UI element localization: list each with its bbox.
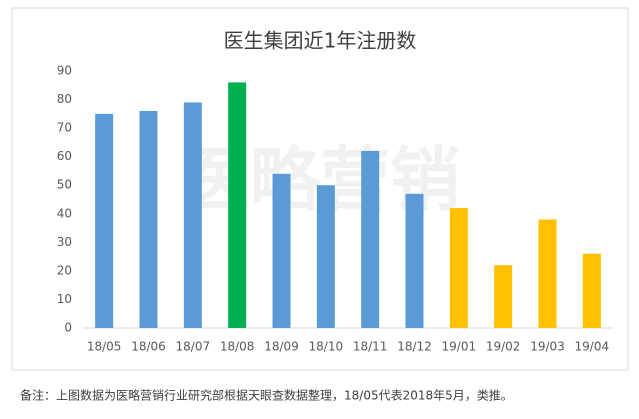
x-tick-label: 18/09: [264, 340, 299, 354]
bar: [494, 265, 513, 328]
x-tick-label: 19/03: [530, 340, 565, 354]
x-tick-label: 19/04: [575, 340, 610, 354]
bar: [183, 102, 202, 329]
y-tick-label: 20: [57, 263, 72, 277]
x-tick-label: 18/06: [131, 340, 166, 354]
y-tick-label: 90: [57, 64, 72, 78]
x-tick-label: 18/05: [87, 340, 122, 354]
y-tick-label: 60: [57, 149, 72, 163]
bar: [95, 113, 114, 328]
bar: [361, 150, 380, 328]
bar: [538, 219, 557, 328]
x-tick-label: 18/12: [397, 340, 432, 354]
y-tick-label: 30: [57, 235, 72, 249]
bar: [582, 253, 601, 328]
x-tick-label: 18/07: [176, 340, 211, 354]
x-tick-label: 18/10: [309, 340, 344, 354]
y-tick-label: 10: [57, 292, 72, 306]
y-tick-label: 70: [57, 121, 72, 135]
x-tick-label: 19/01: [442, 340, 477, 354]
footnote: 备注：上图数据为医略营销行业研究部根据天眼查数据整理，18/05代表2018年5…: [20, 388, 513, 403]
y-tick-label: 80: [57, 92, 72, 106]
bar: [449, 208, 468, 328]
x-tick-label: 18/11: [353, 340, 388, 354]
bar: [139, 110, 158, 328]
bar: [272, 173, 291, 328]
bar: [316, 185, 335, 328]
y-tick-label: 50: [57, 178, 72, 192]
y-tick-label: 40: [57, 206, 72, 220]
bar: [405, 193, 424, 328]
x-tick-label: 19/02: [486, 340, 521, 354]
chart-title: 医生集团近1年注册数: [224, 29, 417, 53]
y-tick-label: 0: [64, 321, 72, 335]
bar: [228, 82, 247, 328]
x-tick-label: 18/08: [220, 340, 255, 354]
